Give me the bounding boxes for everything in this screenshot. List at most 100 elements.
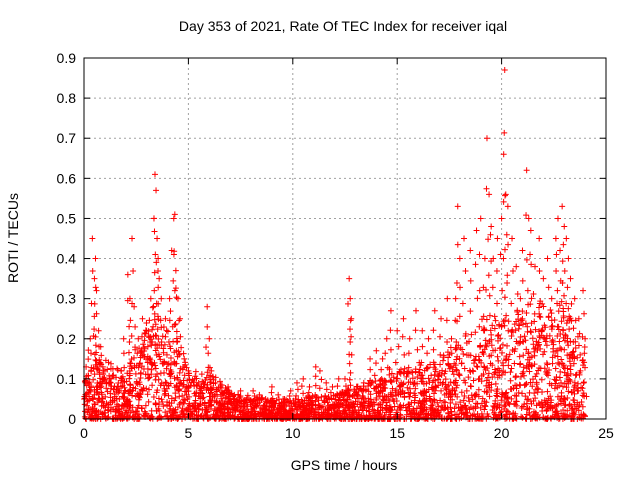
data-point <box>103 400 110 407</box>
data-point <box>160 345 167 352</box>
data-point <box>427 361 434 368</box>
data-point <box>542 338 549 345</box>
data-point <box>554 215 561 222</box>
data-point <box>476 375 483 382</box>
data-point <box>460 350 467 357</box>
data-point <box>576 330 583 337</box>
data-point <box>208 367 215 374</box>
data-point <box>203 412 210 419</box>
data-point <box>159 333 166 340</box>
data-point <box>129 387 136 394</box>
data-point <box>239 408 246 415</box>
data-point <box>172 267 179 274</box>
data-point <box>95 327 102 334</box>
data-point <box>347 326 353 333</box>
data-point <box>582 335 589 342</box>
data-point <box>458 405 465 412</box>
data-point <box>498 323 505 330</box>
data-point <box>148 407 155 414</box>
data-point <box>155 284 162 291</box>
data-point <box>448 414 455 421</box>
data-point <box>114 365 121 372</box>
data-point <box>162 315 169 322</box>
data-point <box>579 385 586 392</box>
data-point <box>171 375 178 382</box>
data-point <box>102 393 109 400</box>
data-point <box>453 338 460 345</box>
data-point <box>211 405 218 412</box>
data-point <box>438 315 445 322</box>
data-point <box>529 383 536 390</box>
data-point <box>173 382 180 389</box>
data-point <box>159 398 166 405</box>
data-point <box>119 382 126 389</box>
data-point <box>481 388 488 395</box>
data-point <box>459 300 466 307</box>
data-point <box>439 404 446 411</box>
data-point <box>173 328 180 335</box>
data-point <box>91 405 98 412</box>
data-point <box>299 404 306 411</box>
data-point <box>181 372 188 379</box>
data-point <box>448 335 455 342</box>
data-point <box>550 345 557 352</box>
data-point <box>488 336 495 343</box>
data-point <box>412 392 419 399</box>
data-point <box>268 383 275 390</box>
data-point <box>176 351 183 358</box>
data-point <box>173 294 180 301</box>
data-point <box>548 317 555 324</box>
data-point <box>173 347 180 354</box>
data-point <box>191 375 198 382</box>
data-point <box>514 308 521 315</box>
data-point <box>157 382 164 389</box>
data-point <box>147 295 154 302</box>
data-point <box>301 397 308 404</box>
data-point <box>203 384 210 391</box>
data-point <box>281 403 288 410</box>
data-point <box>156 407 163 414</box>
data-point <box>121 364 128 371</box>
data-point <box>135 364 142 371</box>
data-point <box>461 377 468 384</box>
data-point <box>564 371 571 378</box>
data-point <box>109 372 116 379</box>
y-tick-label: 0.7 <box>57 130 77 146</box>
data-point <box>413 410 420 417</box>
data-point <box>206 364 213 371</box>
data-point <box>288 403 295 410</box>
data-point <box>281 395 288 402</box>
data-point <box>536 304 543 311</box>
data-point <box>115 380 122 387</box>
data-point <box>341 397 348 404</box>
x-tick-label: 15 <box>389 425 405 441</box>
data-point <box>148 366 155 373</box>
data-point <box>347 409 354 416</box>
data-point <box>536 267 543 274</box>
data-point <box>453 279 460 286</box>
data-point <box>574 354 581 361</box>
data-point <box>408 410 415 417</box>
data-point <box>568 413 575 420</box>
data-point <box>554 287 561 294</box>
data-point <box>552 365 559 372</box>
data-point <box>152 362 159 369</box>
data-point <box>489 407 496 414</box>
data-point <box>523 365 530 372</box>
data-point <box>515 325 522 332</box>
data-point <box>237 387 244 394</box>
data-point <box>477 404 484 411</box>
data-point <box>392 389 399 396</box>
data-point <box>547 393 554 400</box>
data-point <box>568 300 575 307</box>
data-point <box>263 399 270 406</box>
data-point <box>114 367 121 374</box>
data-point <box>147 356 154 363</box>
data-point <box>151 359 158 366</box>
data-point <box>501 322 508 329</box>
data-point <box>95 391 102 398</box>
data-point <box>560 407 567 414</box>
data-point <box>377 404 384 411</box>
data-point <box>85 356 92 363</box>
